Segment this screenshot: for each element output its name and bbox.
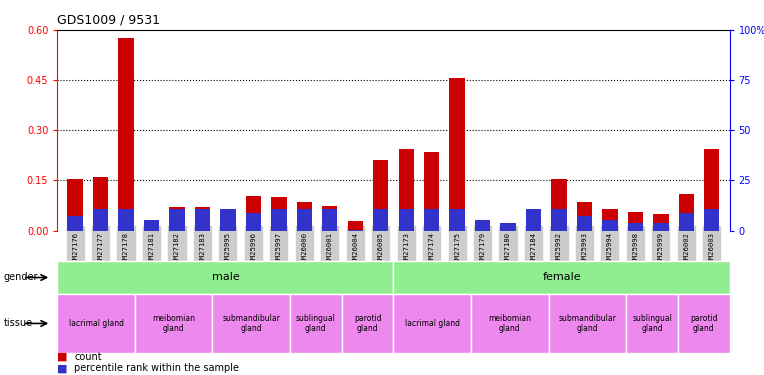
Text: female: female xyxy=(542,273,581,282)
Bar xyxy=(602,209,617,231)
Bar xyxy=(348,230,363,231)
Bar xyxy=(170,207,185,231)
Bar xyxy=(271,209,286,231)
Bar xyxy=(93,177,108,231)
Bar xyxy=(552,179,567,231)
Bar xyxy=(296,202,312,231)
Text: percentile rank within the sample: percentile rank within the sample xyxy=(74,363,239,373)
Text: lacrimal gland: lacrimal gland xyxy=(69,319,124,328)
Text: sublingual
gland: sublingual gland xyxy=(632,314,672,333)
Bar xyxy=(602,220,617,231)
Bar xyxy=(348,220,363,231)
Bar xyxy=(195,207,210,231)
Bar xyxy=(653,214,668,231)
Text: meibomian
gland: meibomian gland xyxy=(152,314,195,333)
Bar xyxy=(67,216,83,231)
Bar xyxy=(704,209,720,231)
Bar xyxy=(322,209,338,231)
Text: GDS1009 / 9531: GDS1009 / 9531 xyxy=(57,13,160,26)
Bar xyxy=(628,212,643,231)
Bar xyxy=(144,220,159,231)
Text: lacrimal gland: lacrimal gland xyxy=(405,319,460,328)
Bar xyxy=(93,209,108,231)
Bar xyxy=(704,149,720,231)
Text: male: male xyxy=(212,273,239,282)
Bar xyxy=(373,209,388,231)
Bar xyxy=(653,223,668,231)
Bar xyxy=(118,38,134,231)
Bar xyxy=(678,194,694,231)
Bar xyxy=(322,206,338,231)
Bar xyxy=(500,223,516,231)
Text: parotid
gland: parotid gland xyxy=(354,314,381,333)
Text: gender: gender xyxy=(4,273,38,282)
Bar xyxy=(195,209,210,231)
Text: submandibular
gland: submandibular gland xyxy=(222,314,280,333)
Bar xyxy=(526,217,541,231)
Bar xyxy=(373,160,388,231)
Bar xyxy=(552,209,567,231)
Text: submandibular
gland: submandibular gland xyxy=(558,314,617,333)
Bar xyxy=(475,220,490,231)
Bar xyxy=(678,213,694,231)
Bar xyxy=(399,149,414,231)
Text: sublingual
gland: sublingual gland xyxy=(296,314,336,333)
Bar xyxy=(628,223,643,231)
Bar xyxy=(500,226,516,231)
Text: meibomian
gland: meibomian gland xyxy=(488,314,531,333)
Bar xyxy=(399,209,414,231)
Bar xyxy=(220,212,235,231)
Bar xyxy=(577,216,592,231)
Text: ■: ■ xyxy=(57,352,68,362)
Bar xyxy=(271,197,286,231)
Bar xyxy=(170,209,185,231)
Bar xyxy=(526,209,541,231)
Bar xyxy=(220,209,235,231)
Bar xyxy=(577,202,592,231)
Bar xyxy=(449,209,465,231)
Text: count: count xyxy=(74,352,102,362)
Bar xyxy=(118,209,134,231)
Text: tissue: tissue xyxy=(4,318,33,328)
Bar xyxy=(296,209,312,231)
Text: ■: ■ xyxy=(57,363,68,373)
Bar xyxy=(475,220,490,231)
Bar xyxy=(424,209,439,231)
Bar xyxy=(449,78,465,231)
Text: parotid
gland: parotid gland xyxy=(690,314,717,333)
Bar xyxy=(144,220,159,231)
Bar xyxy=(246,195,261,231)
Bar xyxy=(424,152,439,231)
Bar xyxy=(67,179,83,231)
Bar xyxy=(246,213,261,231)
